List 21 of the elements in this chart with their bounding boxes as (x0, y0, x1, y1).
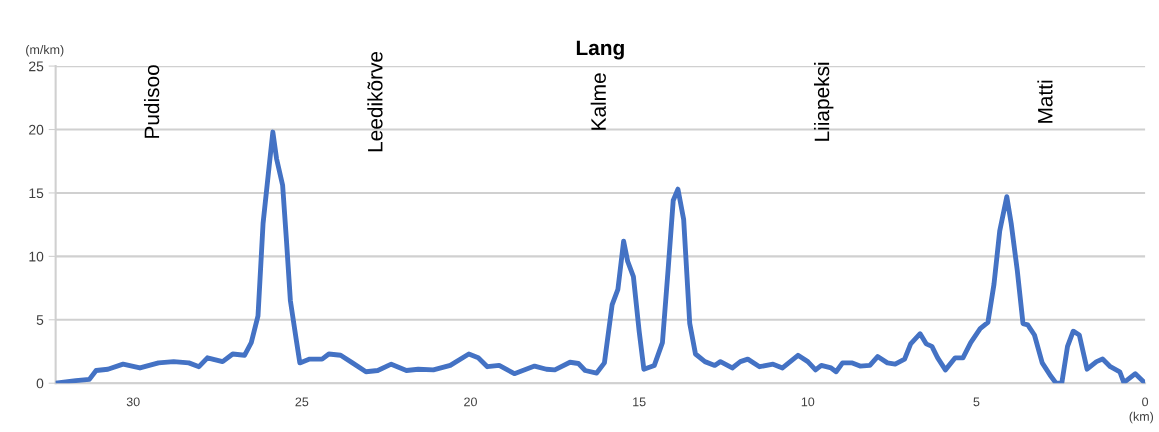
annotation: Pudisoo (143, 65, 160, 138)
y-tick-label: 10 (29, 251, 44, 262)
annotation: Matti (1037, 80, 1053, 123)
x-tick-label: 10 (801, 397, 815, 407)
y-tick-label: 25 (29, 61, 44, 72)
annotation: Liiapeksi (813, 62, 834, 141)
annotation: Kalme (590, 73, 606, 130)
x-tick-label: 0 (1142, 397, 1149, 407)
x-tick-label: 15 (633, 397, 646, 407)
x-tick-label: 30 (126, 397, 140, 407)
y-tick-label: 15 (29, 188, 44, 199)
x-tick-label: 25 (295, 397, 309, 407)
x-tick-label: 5 (973, 397, 980, 407)
chart-title: Lang (576, 40, 624, 60)
y-tick-label: 20 (29, 124, 44, 135)
x-tick-label: 20 (464, 397, 477, 407)
x-axis-title: (km) (1129, 411, 1154, 424)
y-tick-label: 0 (36, 378, 44, 389)
y-tick-label: 5 (36, 315, 44, 325)
y-axis-title: (m/km) (26, 44, 64, 57)
annotation: Leedikõrve (367, 51, 383, 152)
